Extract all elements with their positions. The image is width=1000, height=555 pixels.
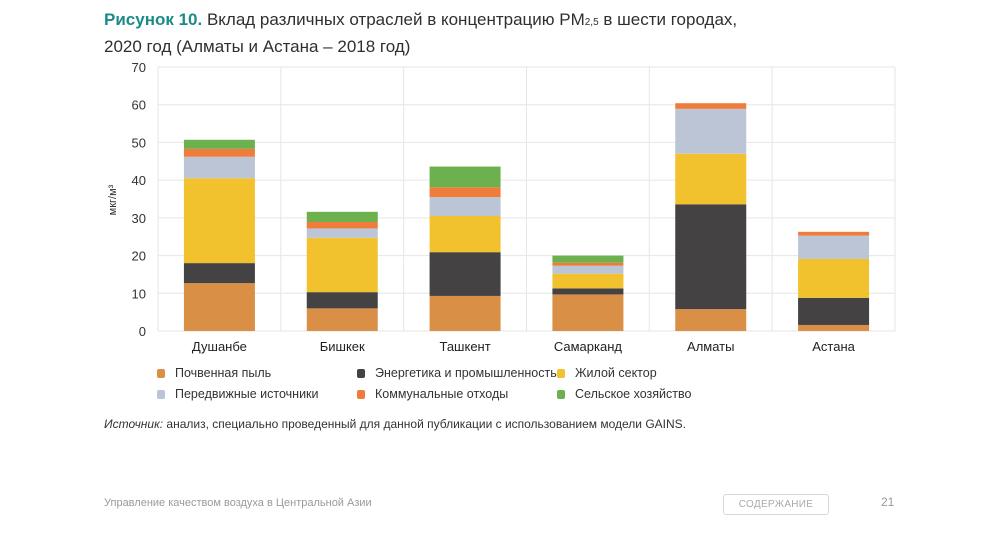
- bar-stack: [552, 255, 624, 331]
- y-tick-label: 40: [132, 173, 146, 188]
- y-tick-label: 20: [132, 249, 146, 264]
- contents-button[interactable]: СОДЕРЖАНИЕ: [723, 494, 829, 515]
- legend-item: Жилой сектор: [557, 366, 657, 380]
- bar-segment: [306, 211, 378, 223]
- title-subscript: 2,5: [584, 17, 599, 28]
- legend-swatch: [557, 368, 565, 378]
- legend-label: Передвижные источники: [175, 387, 319, 401]
- bar-segment: [552, 255, 624, 263]
- legend-swatch: [357, 389, 365, 399]
- legend-label: Сельское хозяйство: [575, 387, 692, 401]
- stacked-bar-chart: 0 10 20 30 40 50 60 70 Душанбе Бишкек Ташкент Сама…: [107, 60, 896, 354]
- bar-segment: [552, 265, 624, 274]
- bar-segment: [306, 292, 378, 309]
- x-tick-label: Астана: [812, 339, 855, 354]
- publication-title: Управление качеством воздуха в Центральн…: [104, 497, 372, 509]
- figure-label: Рисунок 10.: [104, 10, 203, 29]
- bar-segment: [552, 262, 624, 266]
- figure-title: Рисунок 10. Вклад различных отраслей в к…: [104, 8, 924, 59]
- x-tick-label: Ташкент: [439, 339, 490, 354]
- x-tick-label: Душанбе: [192, 339, 247, 354]
- bar-segment: [306, 222, 378, 229]
- bar-segment: [306, 237, 378, 293]
- source-text: анализ, специально проведенный для данно…: [163, 417, 687, 431]
- bar-segment: [798, 297, 870, 325]
- legend-item: Сельское хозяйство: [557, 387, 691, 401]
- y-tick-label: 10: [132, 286, 146, 301]
- legend-label: Энергетика и промышленность: [375, 366, 557, 380]
- bar-segment: [429, 187, 501, 198]
- y-tick-labels: 0 10 20 30 40 50 60 70: [132, 60, 146, 339]
- bar-segment: [183, 283, 255, 331]
- grid-lines: [157, 66, 896, 332]
- source-label: Источник:: [104, 417, 164, 431]
- x-tick-label: Самарканд: [554, 339, 623, 354]
- title-line2: 2020 год (Алматы и Астана – 2018 год): [104, 37, 411, 56]
- x-tick-label: Бишкек: [320, 339, 365, 354]
- bar-stack: [183, 139, 255, 331]
- bar-segment: [675, 153, 747, 205]
- source-note: Источник: анализ, специально проведенный…: [104, 417, 686, 431]
- y-tick-label: 60: [132, 98, 146, 113]
- bar-segment: [429, 215, 501, 253]
- bar-segment: [675, 108, 747, 154]
- x-tick-labels: Душанбе Бишкек Ташкент Самарканд Алматы Астан…: [192, 339, 856, 354]
- legend-label: Коммунальные отходы: [375, 387, 509, 401]
- legend-swatch: [557, 389, 565, 399]
- bar-segment: [675, 204, 747, 310]
- bar-segment: [183, 263, 255, 284]
- x-tick-label: Алматы: [687, 339, 734, 354]
- title-text-part2: в шести городах,: [598, 10, 738, 29]
- bar-segment: [552, 288, 624, 295]
- bar-segment: [429, 252, 501, 296]
- legend-item: Коммунальные отходы: [357, 387, 508, 401]
- bar-segment: [798, 258, 870, 298]
- page-number: 21: [881, 495, 895, 509]
- bar-stack: [675, 103, 747, 331]
- legend-swatch: [157, 368, 165, 378]
- bar-stack: [429, 166, 501, 331]
- y-tick-label: 0: [139, 324, 146, 339]
- bar-segment: [183, 156, 255, 179]
- bar-stack: [306, 211, 378, 331]
- bar-segment: [429, 295, 501, 331]
- y-tick-label: 70: [132, 60, 146, 75]
- bar-segment: [798, 235, 870, 259]
- legend-item: Почвенная пыль: [157, 366, 271, 380]
- bar-segment: [429, 166, 501, 188]
- legend-swatch: [357, 368, 365, 378]
- legend-item: Энергетика и промышленность: [357, 366, 557, 380]
- bars: [183, 103, 870, 331]
- legend-label: Жилой сектор: [575, 366, 657, 380]
- legend-swatch: [157, 389, 165, 399]
- bar-segment: [675, 309, 747, 331]
- bar-stack: [798, 231, 870, 331]
- bar-segment: [183, 148, 255, 157]
- legend-label: Почвенная пыль: [175, 366, 272, 380]
- bar-segment: [306, 308, 378, 331]
- bar-segment: [798, 231, 870, 236]
- bar-segment: [183, 178, 255, 264]
- bar-segment: [552, 273, 624, 289]
- legend-item: Передвижные источники: [157, 387, 319, 401]
- bar-segment: [306, 228, 378, 238]
- bar-segment: [429, 197, 501, 216]
- bar-segment: [798, 324, 870, 331]
- y-tick-label: 50: [132, 135, 146, 150]
- bar-segment: [552, 294, 624, 331]
- title-text-part1: Вклад различных отраслей в концентрацию …: [202, 10, 585, 29]
- y-tick-label: 30: [132, 211, 146, 226]
- bar-segment: [183, 139, 255, 149]
- bar-segment: [675, 103, 747, 109]
- y-axis-label: мкг/м³: [107, 184, 119, 215]
